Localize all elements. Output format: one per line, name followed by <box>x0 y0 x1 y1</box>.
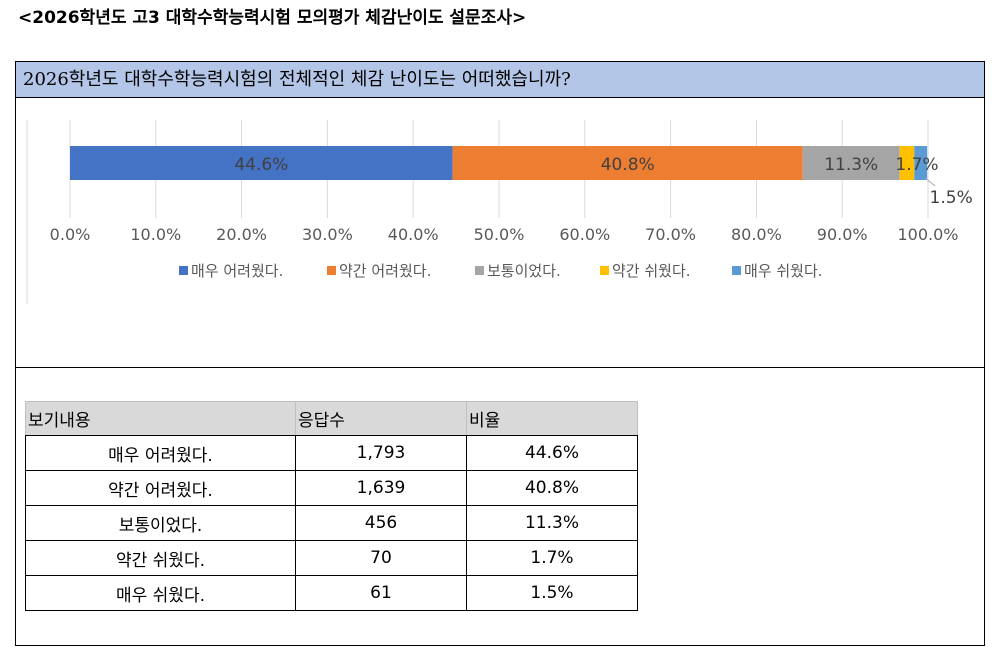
survey-panel: 2026학년도 대학수학능력시험의 전체적인 체감 난이도는 어떠했습니까? 4… <box>15 61 985 646</box>
header-ratio: 비율 <box>466 401 638 436</box>
legend-swatch <box>732 266 741 275</box>
row-count: 1,639 <box>295 470 467 506</box>
result-table: 보기내용 응답수 비율 매우 어려웠다. 1,793 44.6% 약간 어려웠다… <box>25 401 638 611</box>
table-row: 약간 어려웠다. 1,639 40.8% <box>25 470 638 506</box>
legend-swatch <box>327 266 336 275</box>
data-label: 11.3% <box>824 155 878 175</box>
bar-segment <box>70 146 453 180</box>
question-header: 2026학년도 대학수학능력시험의 전체적인 체감 난이도는 어떠했습니까? <box>16 62 984 98</box>
data-label: 1.5% <box>930 188 973 208</box>
table-row: 매우 쉬웠다. 61 1.5% <box>25 575 638 611</box>
row-ratio: 1.5% <box>466 575 638 611</box>
bar-segment <box>452 146 803 180</box>
tick-label: 80.0% <box>731 225 782 244</box>
data-label: 40.8% <box>601 155 655 175</box>
legend-swatch <box>600 266 609 275</box>
bar-segment <box>914 146 928 180</box>
data-label-leader <box>924 177 936 187</box>
tick-label: 100.0% <box>897 225 958 244</box>
legend-label: 매우 어려웠다. <box>191 262 283 280</box>
tick-label: 20.0% <box>216 225 267 244</box>
row-label: 매우 어려웠다. <box>25 435 296 471</box>
data-label: 44.6% <box>234 155 288 175</box>
row-ratio: 40.8% <box>466 470 638 506</box>
row-ratio: 44.6% <box>466 435 638 471</box>
table-row: 매우 어려웠다. 1,793 44.6% <box>25 435 638 471</box>
table-row: 보통이었다. 456 11.3% <box>25 505 638 541</box>
row-count: 1,793 <box>295 435 467 471</box>
header-count: 응답수 <box>295 401 467 436</box>
stacked-bar-chart: 44.6% 40.8% 11.3% 1.7% 1.5% 0.0% 10.0% 20.0% 30.… <box>26 120 973 304</box>
legend-swatch <box>179 266 188 275</box>
header-label: 보기내용 <box>25 401 296 436</box>
tick-label: 0.0% <box>50 225 91 244</box>
tick-label: 70.0% <box>645 225 696 244</box>
row-count: 70 <box>295 540 467 576</box>
legend-label: 매우 쉬웠다. <box>744 262 823 280</box>
bar-segment <box>802 146 900 180</box>
row-ratio: 1.7% <box>466 540 638 576</box>
row-label: 약간 어려웠다. <box>25 470 296 506</box>
tick-label: 10.0% <box>130 225 181 244</box>
tick-label: 30.0% <box>302 225 353 244</box>
tick-label: 90.0% <box>817 225 868 244</box>
row-label: 보통이었다. <box>25 505 296 541</box>
bar-segment <box>899 146 915 180</box>
table-row: 약간 쉬웠다. 70 1.7% <box>25 540 638 576</box>
page-title: <2026학년도 고3 대학수학능력시험 모의평가 체감난이도 설문조사> <box>18 8 527 28</box>
chart-area: 44.6% 40.8% 11.3% 1.7% 1.5% 0.0% 10.0% 20.0% 30.… <box>16 98 984 368</box>
legend-label: 보통이었다. <box>487 262 561 280</box>
tick-label: 60.0% <box>559 225 610 244</box>
row-ratio: 11.3% <box>466 505 638 541</box>
legend-label: 약간 쉬웠다. <box>612 262 691 280</box>
table-area: 보기내용 응답수 비율 매우 어려웠다. 1,793 44.6% 약간 어려웠다… <box>16 368 984 645</box>
row-count: 456 <box>295 505 467 541</box>
legend-label: 약간 어려웠다. <box>339 262 431 280</box>
tick-label: 40.0% <box>388 225 439 244</box>
data-label: 1.7% <box>895 155 938 175</box>
tick-label: 50.0% <box>474 225 525 244</box>
table-header-row: 보기내용 응답수 비율 <box>25 401 638 436</box>
row-label: 약간 쉬웠다. <box>25 540 296 576</box>
legend-swatch <box>475 266 484 275</box>
row-count: 61 <box>295 575 467 611</box>
row-label: 매우 쉬웠다. <box>25 575 296 611</box>
